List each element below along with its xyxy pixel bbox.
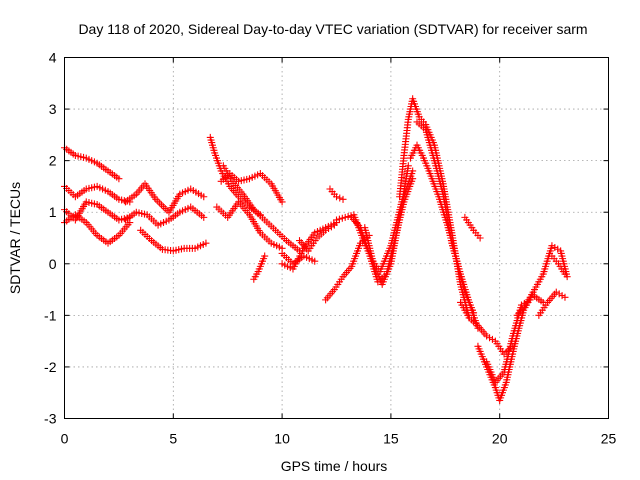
data-point	[200, 213, 208, 221]
series-track-k	[219, 162, 304, 255]
data-point-fill	[327, 223, 335, 231]
data-point-fill	[157, 201, 165, 209]
data-point	[115, 175, 123, 183]
data-point	[261, 252, 269, 260]
x-axis-label: GPS time / hours	[281, 458, 388, 474]
series-track-f	[121, 203, 208, 229]
x-tick-label: 5	[169, 431, 177, 447]
series-track-ac	[535, 288, 569, 319]
series-track-a	[61, 144, 123, 183]
plot-area-border	[64, 57, 609, 419]
y-tick-label: 2	[49, 153, 57, 169]
data-point-fill	[344, 213, 352, 221]
data-point-fill	[555, 290, 563, 298]
series-track-l	[250, 252, 269, 283]
y-tick-label: 0	[49, 256, 57, 272]
data-point	[409, 175, 417, 183]
data-point	[278, 198, 286, 206]
data-point	[561, 293, 569, 301]
data-point	[333, 193, 340, 201]
series-track-g	[137, 226, 210, 255]
series-track-d	[61, 211, 134, 247]
series-track-t	[361, 162, 412, 288]
data-point-fill	[161, 205, 169, 213]
data-point-fill	[486, 334, 494, 342]
series-track-p	[326, 185, 347, 203]
data-points	[61, 95, 571, 404]
data-point	[330, 221, 338, 229]
data-point-fill	[558, 292, 566, 300]
chart-title: Day 118 of 2020, Sidereal Day-to-day VTE…	[78, 21, 587, 37]
y-tick-label: 4	[49, 50, 57, 66]
series-track-o	[296, 221, 338, 255]
data-point-fill	[347, 212, 355, 220]
data-point-fill	[554, 245, 562, 253]
data-point	[311, 257, 319, 265]
data-point	[202, 239, 210, 247]
data-point	[333, 216, 340, 224]
data-point	[339, 195, 347, 203]
data-point	[476, 234, 484, 242]
data-point-fill	[156, 199, 164, 207]
data-point-fill	[335, 215, 343, 223]
data-point	[561, 270, 569, 278]
series-track-e	[121, 180, 208, 216]
y-tick-label: 1	[49, 204, 57, 220]
tick-labels: 0 5 10 15 20 25 -3 -2 -1 0 1 2 3 4	[44, 50, 616, 447]
series-track-aa	[461, 213, 484, 242]
data-point	[341, 213, 349, 221]
data-point	[483, 332, 491, 340]
data-point-fill	[336, 194, 344, 202]
data-point-fill	[338, 214, 346, 222]
data-point-fill	[551, 243, 559, 251]
data-point-fill	[488, 335, 496, 343]
data-point	[322, 226, 330, 234]
x-tick-label: 25	[601, 431, 617, 447]
y-axis-label: SDTVAR / TECUs	[7, 182, 23, 294]
series-track-i	[217, 170, 286, 206]
y-tick-label: -1	[44, 307, 57, 323]
data-point	[200, 193, 208, 201]
data-point-fill	[159, 203, 167, 211]
y-tick-label: 3	[49, 101, 57, 117]
data-point	[548, 242, 556, 250]
series-track-ad	[548, 252, 569, 278]
data-point-fill	[325, 225, 333, 233]
y-tick-label: -2	[44, 359, 57, 375]
series-track-n	[278, 249, 319, 268]
data-point-fill	[154, 197, 162, 205]
x-tick-label: 0	[61, 431, 69, 447]
data-point	[552, 288, 560, 296]
y-tick-label: -3	[44, 411, 57, 427]
x-tick-label: 15	[383, 431, 399, 447]
series-track-ab	[513, 242, 571, 319]
x-tick-label: 10	[274, 431, 290, 447]
data-point	[404, 162, 412, 170]
x-tick-label: 20	[492, 431, 508, 447]
series-track-j	[213, 198, 286, 252]
